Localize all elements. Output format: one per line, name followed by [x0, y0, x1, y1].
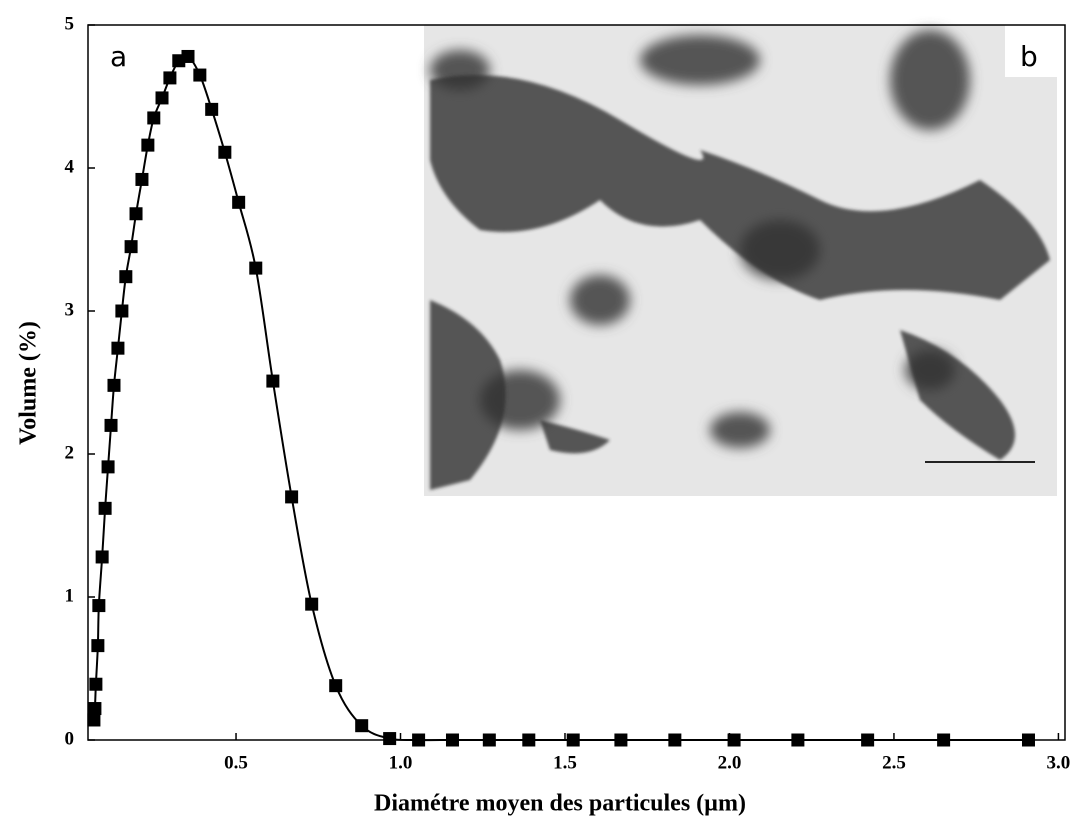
y-tick-label: 4 [65, 156, 75, 177]
x-axis-label: Diamétre moyen des particules (µm) [374, 791, 746, 817]
marker [129, 207, 143, 221]
micrograph-inset [424, 25, 1057, 496]
marker [383, 732, 397, 746]
marker [668, 733, 682, 747]
y-tick-label: 3 [65, 299, 75, 320]
marker [119, 270, 133, 284]
y-tick-label: 0 [65, 728, 75, 749]
marker [412, 733, 426, 747]
marker [155, 91, 169, 105]
marker [101, 460, 115, 474]
marker [88, 702, 102, 716]
marker [445, 733, 459, 747]
marker [193, 68, 207, 82]
marker [249, 261, 263, 275]
marker [937, 733, 951, 747]
marker [92, 599, 106, 613]
marker [566, 733, 580, 747]
x-tick-label: 1.5 [553, 752, 577, 773]
y-axis-label: Volume (%) [16, 321, 42, 445]
marker [104, 418, 118, 432]
marker [305, 597, 319, 611]
x-tick-label: 0.5 [224, 752, 248, 773]
marker [218, 145, 232, 159]
marker [124, 240, 138, 254]
marker [91, 639, 105, 653]
marker [1021, 733, 1035, 747]
y-tick-label: 5 [65, 13, 75, 34]
marker [147, 111, 161, 125]
marker [522, 733, 536, 747]
marker [355, 719, 369, 733]
marker [87, 713, 101, 727]
marker [727, 733, 741, 747]
marker [115, 304, 129, 318]
marker [266, 374, 280, 388]
marker [163, 71, 177, 85]
y-tick-label: 1 [65, 585, 75, 606]
marker [141, 138, 155, 152]
marker [861, 733, 875, 747]
panel-label: a [110, 40, 127, 73]
marker [95, 550, 109, 564]
x-tick-label: 3.0 [1047, 752, 1071, 773]
marker [232, 195, 246, 209]
marker [181, 49, 195, 63]
marker [285, 490, 299, 504]
x-tick-label: 2.0 [718, 752, 742, 773]
marker [98, 501, 112, 515]
marker [111, 341, 125, 355]
marker [205, 102, 219, 116]
marker [329, 679, 343, 693]
marker [482, 733, 496, 747]
x-tick-label: 2.5 [882, 752, 906, 773]
marker [791, 733, 805, 747]
marker [614, 733, 628, 747]
marker [89, 677, 103, 691]
panel-label: b [1020, 40, 1038, 73]
x-tick-label: 1.0 [389, 752, 413, 773]
y-tick-label: 2 [65, 442, 75, 463]
marker [135, 172, 149, 186]
marker [107, 378, 121, 392]
